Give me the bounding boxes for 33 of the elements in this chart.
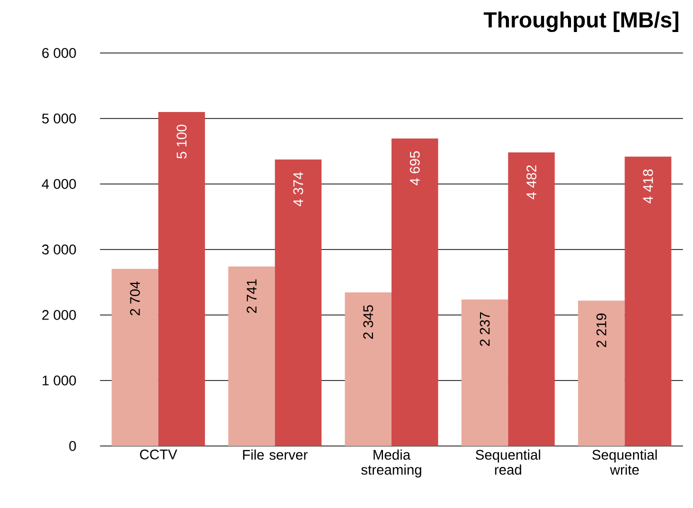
data-label: 4 374 [293,172,304,206]
data-label: 2 345 [363,305,374,339]
data-label: 2 741 [246,279,256,313]
x-tick-label: CCTV [140,450,178,460]
y-tick-label: 2 000 [42,310,76,320]
x-tick-label: Sequential write [592,450,657,475]
data-label: 2 704 [130,282,140,316]
x-tick-label: Media streaming [361,450,422,478]
data-label: 5 100 [176,124,187,158]
bar [461,299,508,446]
data-label: 4 418 [643,169,653,204]
bar [158,112,205,446]
x-tick-label: File server [243,450,308,460]
chart-title: Throughput [MB/s] [484,12,678,32]
y-tick-label: 1 000 [42,376,76,386]
data-label: 4 482 [526,165,536,200]
y-tick-label: 6 000 [42,48,76,58]
bar [344,292,392,446]
y-tick-label: 0 [69,441,76,451]
bar [392,138,438,446]
y-tick-label: 5 000 [42,114,76,124]
bar [508,152,555,446]
bar [274,160,322,446]
bar [578,300,625,446]
data-label: 2 219 [596,314,606,348]
bar [228,266,275,446]
y-tick-label: 4 000 [42,179,76,189]
data-label: 4 695 [410,151,420,186]
bar [112,268,158,446]
x-tick-label: Sequential read [476,450,540,475]
bar [624,156,672,446]
data-label: 2 237 [480,312,490,346]
y-tick-label: 3 000 [42,244,76,254]
